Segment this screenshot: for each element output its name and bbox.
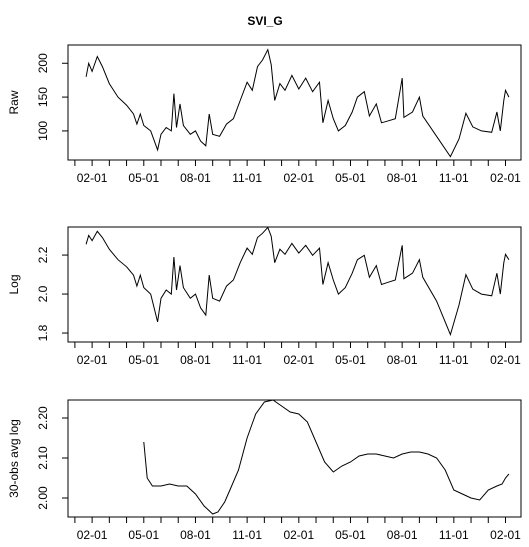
plot-frame [67,226,522,343]
x-tick-label: 02-01 [77,528,108,542]
x-tick-label: 05-01 [128,528,159,542]
x-tick-label: 08-01 [387,353,418,367]
data-line [143,399,510,515]
x-tick-label: 11-01 [232,353,262,367]
y-axis-label: Log [7,274,21,294]
y-tick-label: 100 [36,121,50,141]
y-tick-label: 1.8 [36,324,50,341]
x-tick-label: 08-01 [387,171,418,185]
y-tick-label: 2.0 [36,285,50,302]
x-tick-label: 08-01 [387,528,418,542]
y-tick-label: 2.20 [36,406,50,430]
chart-title: SVI_G [247,14,282,28]
x-tick-label: 02-01 [283,171,314,185]
x-tick-label: 02-01 [77,171,108,185]
x-tick-label: 05-01 [128,171,159,185]
x-tick-label: 02-01 [77,353,108,367]
y-tick-label: 2.2 [36,246,50,263]
x-tick-label: 11-01 [232,528,262,542]
x-tick-label: 05-01 [128,353,159,367]
y-tick-label: 2.10 [36,446,50,470]
x-tick-label: 11-01 [232,171,262,185]
data-line [85,48,510,158]
x-tick-label: 11-01 [439,353,469,367]
x-tick-label: 08-01 [180,528,211,542]
x-tick-label: 05-01 [335,171,366,185]
x-tick-label: 02-01 [490,528,521,542]
x-tick-label: 05-01 [335,528,366,542]
data-line [85,226,510,337]
y-axis-label: Raw [7,90,21,114]
x-tick-label: 02-01 [490,353,521,367]
x-tick-label: 02-01 [490,171,521,185]
x-tick-label: 08-01 [180,353,211,367]
y-axis-label: 30-obs avg log [7,419,21,498]
x-tick-label: 02-01 [283,353,314,367]
x-tick-label: 11-01 [439,528,469,542]
y-tick-label: 2.00 [36,486,50,510]
x-tick-label: 08-01 [180,171,211,185]
x-tick-label: 11-01 [439,171,469,185]
plot-frame [67,44,522,161]
x-tick-label: 02-01 [283,528,314,542]
x-tick-label: 05-01 [335,353,366,367]
y-tick-label: 150 [36,87,50,107]
y-tick-label: 200 [36,53,50,73]
